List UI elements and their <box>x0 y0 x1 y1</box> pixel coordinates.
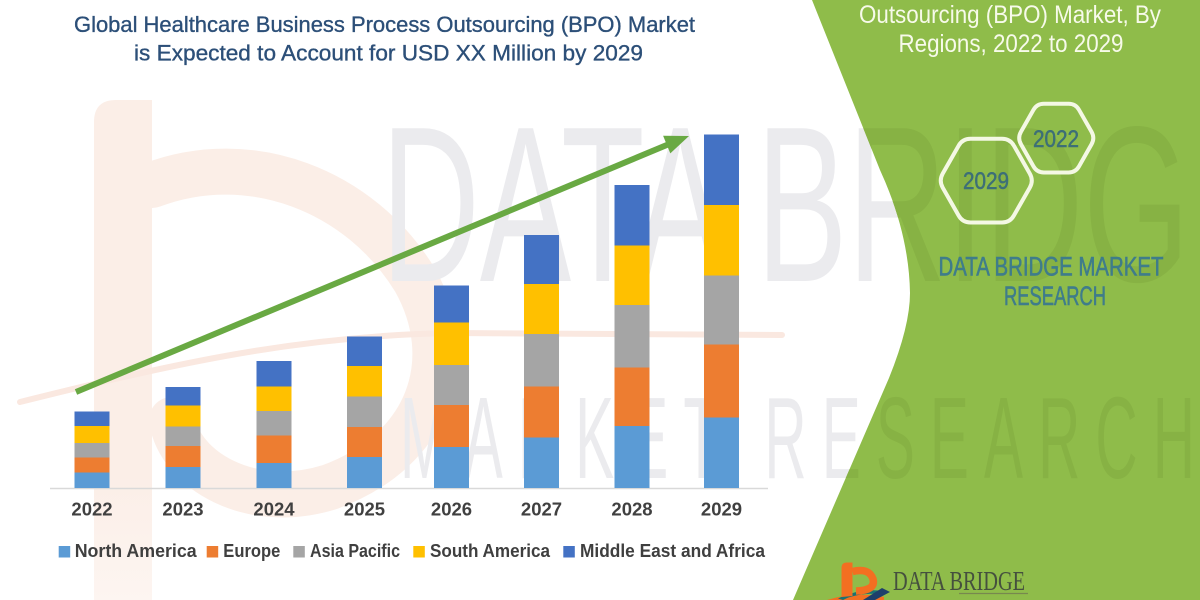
svg-text:DATA BRIDGE: DATA BRIDGE <box>893 566 1025 596</box>
svg-text:DATA BRIDGE MARKET: DATA BRIDGE MARKET <box>939 252 1164 282</box>
svg-text:RESEARCH: RESEARCH <box>1004 281 1106 311</box>
svg-text:2022: 2022 <box>1033 126 1079 153</box>
svg-text:Middle East and Africa: Middle East and Africa <box>580 541 766 561</box>
svg-text:2024: 2024 <box>253 499 295 520</box>
svg-text:Outsourcing (BPO) Market, By: Outsourcing (BPO) Market, By <box>859 1 1161 29</box>
svg-text:South America: South America <box>430 541 551 561</box>
svg-text:Regions, 2022 to 2029: Regions, 2022 to 2029 <box>899 30 1124 58</box>
svg-text:2029: 2029 <box>701 499 742 520</box>
svg-text:2029: 2029 <box>963 168 1009 195</box>
svg-text:Global Healthcare Business Pro: Global Healthcare Business Process Outso… <box>74 12 695 37</box>
svg-text:Asia Pacific: Asia Pacific <box>310 541 400 561</box>
svg-text:2022: 2022 <box>71 499 112 520</box>
svg-text:Europe: Europe <box>223 541 280 561</box>
svg-text:2027: 2027 <box>521 499 562 520</box>
svg-text:North America: North America <box>75 541 198 561</box>
svg-text:2023: 2023 <box>162 499 203 520</box>
svg-text:2028: 2028 <box>611 499 652 520</box>
svg-text:is Expected to Account for USD: is Expected to Account for USD XX Millio… <box>134 41 643 66</box>
svg-text:2025: 2025 <box>344 499 385 520</box>
svg-text:2026: 2026 <box>431 499 472 520</box>
